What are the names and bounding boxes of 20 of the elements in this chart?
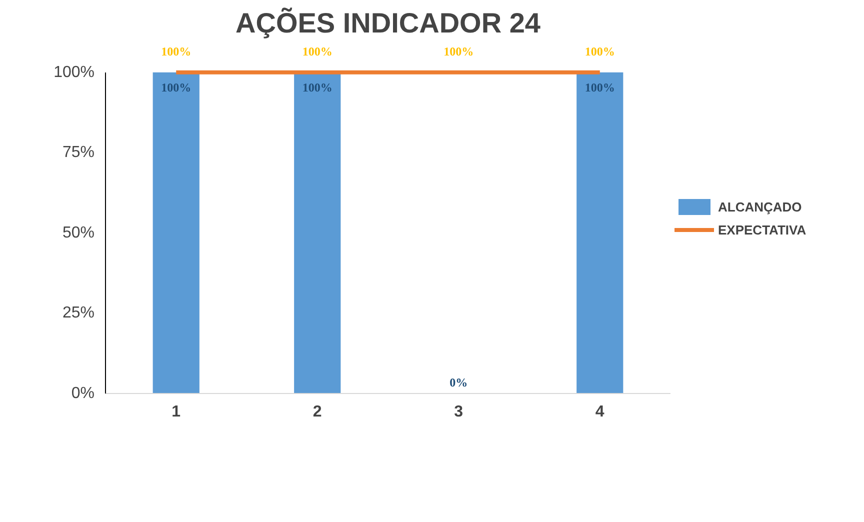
data-label: 100% <box>584 44 615 58</box>
y-tick-label: 75% <box>62 144 95 162</box>
y-tick-label: 0% <box>71 385 94 402</box>
data-label: 100% <box>302 80 332 94</box>
x-tick-label: 4 <box>595 404 604 420</box>
x-tick-label: 1 <box>172 404 181 420</box>
chart-title: AÇÕES INDICADOR 24 <box>236 8 541 38</box>
data-label: 100% <box>584 80 615 94</box>
x-tick-label: 2 <box>312 404 322 420</box>
data-label: 100% <box>161 80 192 94</box>
y-tick-label: 50% <box>62 224 95 242</box>
data-label: 100% <box>161 44 192 58</box>
data-label: 100% <box>302 44 332 58</box>
data-label: 100% <box>444 44 474 58</box>
legend-label: EXPECTATIVA <box>718 222 806 237</box>
y-tick-label: 25% <box>62 304 95 322</box>
data-label: 0% <box>450 376 468 390</box>
legend-label: ALCANÇADO <box>718 199 802 214</box>
y-tick-label: 100% <box>54 64 94 81</box>
x-tick-label: 3 <box>454 404 464 420</box>
